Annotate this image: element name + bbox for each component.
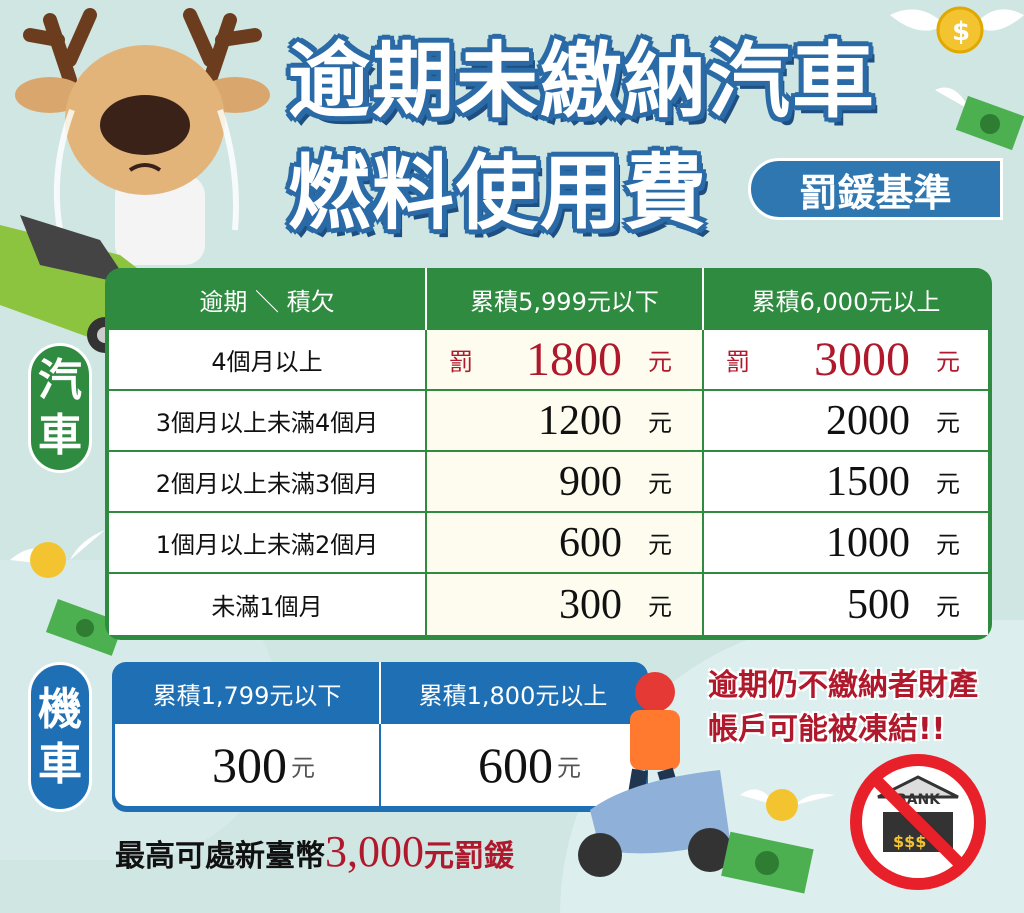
table-header-row: 累積1,799元以下 累積1,800元以上 [115,662,645,724]
fine-amount: 1200 [538,397,622,444]
period-cell: 1個月以上未滿2個月 [109,513,427,574]
car-label-bottom: 車 [38,410,82,461]
unit-label: 元 [936,470,960,498]
fine-over-cell: 2000 元 [704,391,988,452]
penalty-standard-badge: 罰鍰基準 [748,158,1003,220]
fine-amount: 1800 [526,333,622,386]
unit-label: 元 [648,593,672,621]
period-label: 1個月以上未滿2個月 [155,531,379,559]
fine-amount: 300 [212,737,287,793]
period-cell: 3個月以上未滿4個月 [109,391,427,452]
fine-over-1800: 600 元 [381,724,645,806]
unit-label: 元 [648,348,672,376]
fine-under-cell: 300 元 [427,574,704,635]
unit-label: 元 [557,753,581,782]
flying-banknote-icon [935,87,1024,151]
freeze-warning: 逾期仍不繳納者財產 帳戶可能被凍結!! [708,664,978,752]
unit-label: 元 [936,348,960,376]
flying-money-icon [10,530,124,656]
fine-amount: 1000 [826,519,910,566]
motorcycle-fine-table: 累積1,799元以下 累積1,800元以上 300 元 600 元 [112,662,648,812]
unit-label: 元 [648,531,672,559]
unit-label: 元 [936,409,960,437]
unit-label: 元 [936,593,960,621]
title-line-2: 燃料使用費 [288,146,709,241]
car-label: 汽 車 [28,343,92,473]
fine-prefix: 罰 [449,348,473,376]
fine-amount: 500 [847,581,910,628]
max-fine-prefix: 最高可處新臺幣 [115,839,325,874]
car-table-body: 4個月以上罰 1800 元罰 3000 元 3個月以上未滿4個月 1200 元 2000 元 2個月… [109,330,988,635]
header-under-1799: 累積1,799元以下 [115,662,381,724]
flying-coin-icon: $ [890,6,1024,54]
period-label: 3個月以上未滿4個月 [155,409,379,437]
fine-amount: 1500 [826,458,910,505]
max-fine-amount: 3,000 [325,827,424,876]
table-row: 4個月以上 罰 1800 元 罰 3000 元 [109,330,988,391]
period-cell: 2個月以上未滿3個月 [109,452,427,513]
svg-text:$: $ [952,17,970,47]
period-label: 未滿1個月 [211,593,323,621]
no-bank-icon: BANK $$$ [850,754,986,890]
warning-line-2: 帳戶可能被凍結!! [708,712,946,747]
table-row: 1個月以上未滿2個月 600 元 1000 元 [109,513,988,574]
period-label: 4個月以上 [211,348,323,376]
table-header-row: 逾期 ＼ 積欠 累積5,999元以下 累積6,000元以上 [109,268,988,330]
fine-amount: 900 [559,458,622,505]
fine-amount: 600 [559,519,622,566]
unit-label: 元 [648,409,672,437]
fine-amount: 3000 [814,333,910,386]
motorcycle-label-top: 機 [38,684,82,735]
unit-label: 元 [648,470,672,498]
table-row: 3個月以上未滿4個月 1200 元 2000 元 [109,391,988,452]
period-cell: 未滿1個月 [109,574,427,635]
title-line-1: 逾期未繳納汽車 [288,34,877,129]
fine-amount: 300 [559,581,622,628]
header-period-debt: 逾期 ＼ 積欠 [109,268,427,330]
fine-prefix: 罰 [726,348,750,376]
bank-money-label: $$$ [893,832,926,851]
period-cell: 4個月以上 [109,330,427,391]
fine-amount: 2000 [826,397,910,444]
header-over-6000: 累積6,000元以上 [751,287,941,316]
table-row: 未滿1個月 300 元 500 元 [109,574,988,635]
table-row: 2個月以上未滿3個月 900 元 1500 元 [109,452,988,513]
fine-over-cell: 500 元 [704,574,988,635]
max-fine-suffix: 元罰鍰 [424,839,514,874]
flying-money-icon [721,789,835,894]
motorcycle-label-bottom: 車 [38,739,82,790]
car-label-top: 汽 [38,355,82,406]
header-under-5999: 累積5,999元以下 [427,268,704,330]
unit-label: 元 [936,531,960,559]
fine-under-cell: 900 元 [427,452,704,513]
fine-over-cell: 罰 3000 元 [704,330,988,391]
fine-under-1799: 300 元 [115,724,381,806]
fine-under-cell: 600 元 [427,513,704,574]
header-over-1800: 累積1,800元以上 [418,681,608,710]
fine-amount: 600 [478,737,553,793]
fine-under-cell: 罰 1800 元 [427,330,704,391]
fine-over-cell: 1500 元 [704,452,988,513]
car-fine-table: 逾期 ＼ 積欠 累積5,999元以下 累積6,000元以上 4個月以上 罰 1800… [105,268,992,640]
table-row: 300 元 600 元 [115,724,645,806]
scooter-rider-illustration [578,672,732,877]
motorcycle-label: 機 車 [28,662,92,812]
crying-deer-mascot-illustration [15,8,270,265]
period-label: 2個月以上未滿3個月 [155,470,379,498]
fine-over-cell: 1000 元 [704,513,988,574]
fine-under-cell: 1200 元 [427,391,704,452]
max-fine-note: 最高可處新臺幣3,000元罰鍰 [115,826,514,877]
unit-label: 元 [291,753,315,782]
warning-line-1: 逾期仍不繳納者財產 [708,668,978,703]
